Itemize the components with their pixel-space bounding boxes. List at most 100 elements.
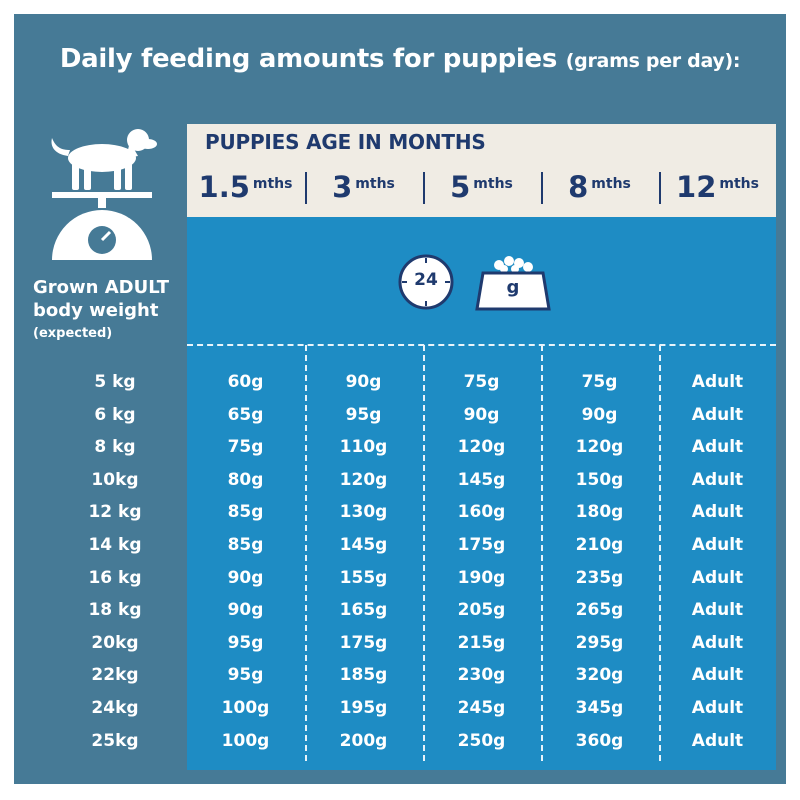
month-number: 5: [450, 170, 471, 204]
title-main: Daily feeding amounts for puppies: [59, 44, 558, 74]
table-row: 14 kg 85g 145g 175g 210g Adult: [0, 529, 800, 561]
amount-cell: 175g: [339, 632, 388, 653]
table-row: 24kg 100g 195g 245g 345g Adult: [0, 692, 800, 724]
amount-cell: 60g: [227, 372, 264, 392]
body-weight-line3: (expected): [33, 326, 113, 341]
amount-cell: Adult: [691, 665, 744, 686]
amount-cell: 180g: [575, 502, 624, 523]
table-row: 16 kg 90g 155g 190g 235g Adult: [0, 562, 800, 594]
weight-cell: 24kg: [91, 698, 139, 718]
weight-cell: 8 kg: [94, 437, 136, 458]
page-title: Daily feeding amounts for puppies (grams…: [0, 44, 800, 74]
amount-cell: 100g: [221, 698, 270, 718]
column-divider: [305, 345, 307, 761]
amount-cell: 155g: [339, 567, 388, 588]
amount-cell: 120g: [457, 437, 506, 458]
table-divider: [187, 344, 776, 346]
food-bowl-icon: [475, 256, 551, 311]
weight-cell: 10kg: [91, 469, 139, 490]
month-divider: [541, 172, 543, 204]
amount-cell: 210g: [575, 535, 624, 555]
table-row: 12 kg 85g 130g 160g 180g Adult: [0, 496, 800, 528]
amount-cell: 130g: [339, 502, 388, 523]
month-number: 3: [332, 170, 353, 204]
amount-cell: 160g: [457, 502, 506, 523]
amount-cell: Adult: [691, 437, 744, 458]
weight-cell: 14 kg: [88, 535, 142, 555]
month-col-1: 1.5 mths: [187, 162, 304, 212]
amount-cell: 150g: [575, 469, 624, 490]
column-divider: [541, 345, 543, 761]
column-divider: [659, 345, 661, 761]
amount-cell: 95g: [227, 632, 264, 653]
month-unit: mths: [719, 176, 759, 192]
amount-cell: Adult: [691, 502, 744, 523]
amount-cell: 320g: [575, 665, 624, 686]
month-col-4: 8 mths: [541, 162, 658, 212]
amount-cell: 90g: [345, 372, 382, 392]
amount-cell: 75g: [463, 372, 500, 392]
amount-cell: 120g: [339, 469, 388, 490]
weight-cell: 5 kg: [94, 372, 136, 392]
table-row: 25kg 100g 200g 250g 360g Adult: [0, 725, 800, 757]
amount-cell: 85g: [227, 535, 264, 555]
amount-cell: Adult: [691, 632, 744, 653]
amount-cell: 120g: [575, 437, 624, 458]
amount-cell: 90g: [463, 404, 500, 425]
amount-cell: 175g: [457, 535, 506, 555]
month-number: 1.5: [198, 170, 250, 204]
body-weight-line2: body weight: [33, 300, 159, 321]
amount-cell: Adult: [691, 567, 744, 588]
month-number: 12: [676, 170, 717, 204]
month-col-3: 5 mths: [423, 162, 540, 212]
amount-cell: Adult: [691, 600, 744, 621]
amount-cell: Adult: [691, 730, 744, 751]
table-row: 18 kg 90g 165g 205g 265g Adult: [0, 594, 800, 626]
month-divider: [423, 172, 425, 204]
amount-cell: 110g: [339, 437, 388, 458]
bowl-label: g: [506, 277, 520, 298]
amount-cell: 235g: [575, 567, 624, 588]
month-unit: mths: [252, 176, 293, 192]
amount-cell: 80g: [227, 469, 264, 490]
amount-cell: 250g: [457, 730, 506, 751]
amount-cell: 360g: [575, 730, 624, 751]
amount-cell: 90g: [581, 404, 618, 425]
amount-cell: 90g: [227, 567, 264, 588]
amount-cell: 345g: [575, 698, 624, 718]
amount-cell: 145g: [457, 469, 506, 490]
month-col-5: 12 mths: [659, 162, 776, 212]
weight-cell: 22kg: [91, 665, 139, 686]
amount-cell: Adult: [691, 698, 744, 718]
amount-cell: 165g: [339, 600, 388, 621]
amount-cell: 100g: [221, 730, 270, 751]
column-divider: [423, 345, 425, 761]
amount-cell: 65g: [227, 404, 264, 425]
month-divider: [305, 172, 307, 204]
age-header-title: PUPPIES AGE IN MONTHS: [205, 130, 486, 154]
month-unit: mths: [473, 176, 513, 192]
amount-cell: 90g: [227, 600, 264, 621]
month-number: 8: [568, 170, 589, 204]
amount-cell: 145g: [339, 535, 388, 555]
weight-cell: 12 kg: [88, 502, 142, 523]
body-weight-label: Grown ADULT body weight (expected): [33, 276, 169, 345]
month-unit: mths: [355, 176, 395, 192]
table-row: 8 kg 75g 110g 120g 120g Adult: [0, 431, 800, 463]
feeding-table: 24 g: [187, 217, 776, 770]
amount-cell: 295g: [575, 632, 624, 653]
amount-cell: 200g: [339, 730, 388, 751]
amount-cell: 205g: [457, 600, 506, 621]
amount-cell: 75g: [581, 372, 618, 392]
table-row: 6 kg 65g 95g 90g 90g Adult: [0, 399, 800, 431]
month-columns: 1.5 mths 3 mths 5 mths 8 mths 12 mths: [187, 162, 776, 212]
table-row: 10kg 80g 120g 145g 150g Adult: [0, 464, 800, 496]
amount-cell: 185g: [339, 665, 388, 686]
amount-cell: 195g: [339, 698, 388, 718]
dog-on-scale-icon: [51, 129, 157, 260]
title-sub: (grams per day):: [565, 50, 741, 72]
weight-cell: 18 kg: [88, 600, 142, 621]
table-row: 22kg 95g 185g 230g 320g Adult: [0, 659, 800, 691]
body-weight-line1: Grown ADULT: [33, 277, 169, 298]
amount-cell: Adult: [691, 404, 744, 425]
